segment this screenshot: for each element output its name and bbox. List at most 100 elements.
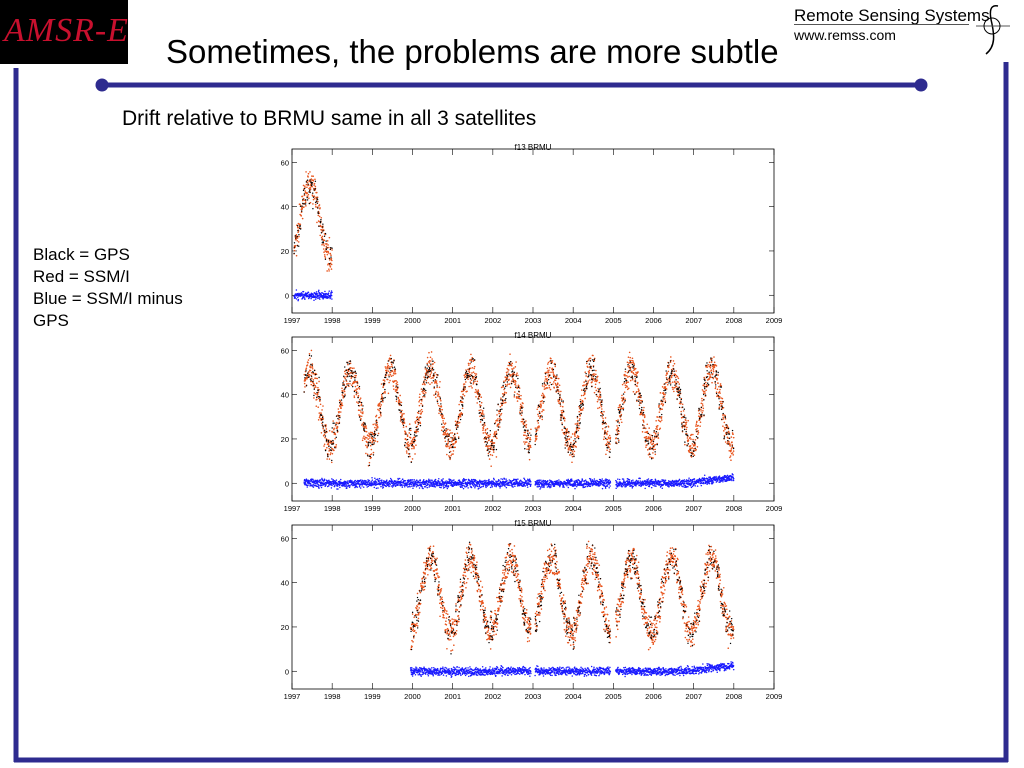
ssmi-point [587, 359, 590, 362]
diff-point [634, 481, 637, 483]
ssmi-point [388, 374, 390, 376]
ssmi-point [592, 354, 594, 357]
ssmi-point [585, 375, 587, 377]
ssmi-point [310, 371, 313, 374]
ssmi-point [322, 405, 324, 407]
ssmi-point [499, 417, 501, 419]
ssmi-point [370, 453, 373, 455]
ssmi-point [356, 401, 358, 403]
diff-point [342, 485, 345, 487]
ssmi-point [518, 394, 520, 396]
ssmi-point [309, 171, 311, 173]
ssmi-point [401, 409, 403, 412]
diff-point [315, 291, 318, 293]
diff-point [625, 485, 627, 488]
ssmi-point [604, 426, 606, 429]
diff-point [523, 478, 526, 481]
ssmi-point [426, 374, 429, 376]
x-tick-label: 2004 [565, 316, 582, 325]
ssmi-point [423, 395, 426, 398]
ssmi-point [469, 374, 472, 376]
diff-point [445, 480, 447, 482]
x-tick-label: 1998 [324, 504, 341, 513]
ssmi-point [461, 413, 464, 415]
diff-point [730, 478, 733, 480]
diff-point [303, 297, 306, 299]
ssmi-point [500, 412, 503, 415]
ssmi-point [372, 451, 375, 454]
ssmi-point [309, 188, 312, 190]
ssmi-point [316, 221, 318, 224]
ssmi-point [305, 378, 307, 380]
ssmi-point [424, 383, 426, 386]
diff-point [329, 297, 331, 300]
diff-point [687, 482, 689, 485]
diff-point [330, 290, 333, 292]
ssmi-point [310, 183, 312, 185]
ssmi-point [408, 432, 411, 434]
ssmi-point [627, 387, 630, 390]
ssmi-point [459, 415, 462, 418]
diff-point [361, 479, 364, 482]
ssmi-point [577, 422, 579, 424]
diff-point [630, 484, 633, 487]
diff-point [408, 485, 410, 488]
ssmi-point [594, 383, 597, 386]
ssmi-point [633, 367, 636, 369]
diff-point [516, 480, 518, 483]
diff-point [499, 483, 501, 486]
diff-point [705, 477, 708, 480]
ssmi-point [553, 374, 556, 377]
ssmi-point [331, 448, 334, 450]
series-ssmi-minus-gps [303, 473, 735, 490]
ssmi-point [468, 371, 471, 374]
diff-point [574, 487, 576, 490]
diff-point [362, 486, 365, 488]
diff-point [442, 478, 444, 480]
diff-point [391, 486, 394, 488]
ssmi-point [387, 370, 390, 372]
ssmi-point [552, 383, 554, 385]
diff-point [616, 482, 619, 484]
ssmi-point [304, 386, 306, 388]
x-tick-label: 2009 [766, 504, 783, 513]
ssmi-point [528, 442, 530, 445]
ssmi-point [320, 412, 322, 414]
diff-point [424, 483, 427, 486]
ssmi-point [607, 443, 609, 446]
ssmi-point [355, 393, 358, 396]
diff-point [439, 481, 441, 483]
ssmi-point [601, 415, 604, 418]
ssmi-point [487, 452, 490, 455]
ssmi-point [346, 374, 349, 377]
ssmi-point [515, 380, 517, 383]
ssmi-point [323, 433, 326, 436]
ssmi-point [422, 395, 424, 398]
ssmi-point [603, 410, 605, 413]
ssmi-point [642, 421, 645, 423]
ssmi-point [446, 432, 449, 435]
ssmi-point [620, 397, 623, 399]
ssmi-point [399, 401, 401, 404]
ssmi-point [484, 431, 487, 434]
ssmi-point [585, 362, 588, 365]
gps-point [297, 229, 299, 232]
ssmi-point [596, 377, 598, 379]
ssmi-point [632, 372, 635, 375]
ssmi-point [486, 427, 489, 430]
ssmi-point [347, 370, 350, 373]
ssmi-point [462, 393, 464, 395]
diff-point [538, 480, 541, 482]
diff-point [423, 479, 425, 481]
ssmi-point [474, 380, 476, 383]
ssmi-point [598, 406, 601, 409]
ssmi-point [361, 412, 364, 415]
ssmi-point [355, 390, 358, 393]
diff-point [622, 482, 624, 485]
amsr-e-logo: AMSR-E [0, 0, 128, 64]
diff-point [662, 484, 665, 486]
diff-point [297, 299, 299, 302]
ssmi-point [546, 379, 549, 382]
gps-point [331, 247, 333, 249]
ssmi-point [323, 251, 325, 253]
